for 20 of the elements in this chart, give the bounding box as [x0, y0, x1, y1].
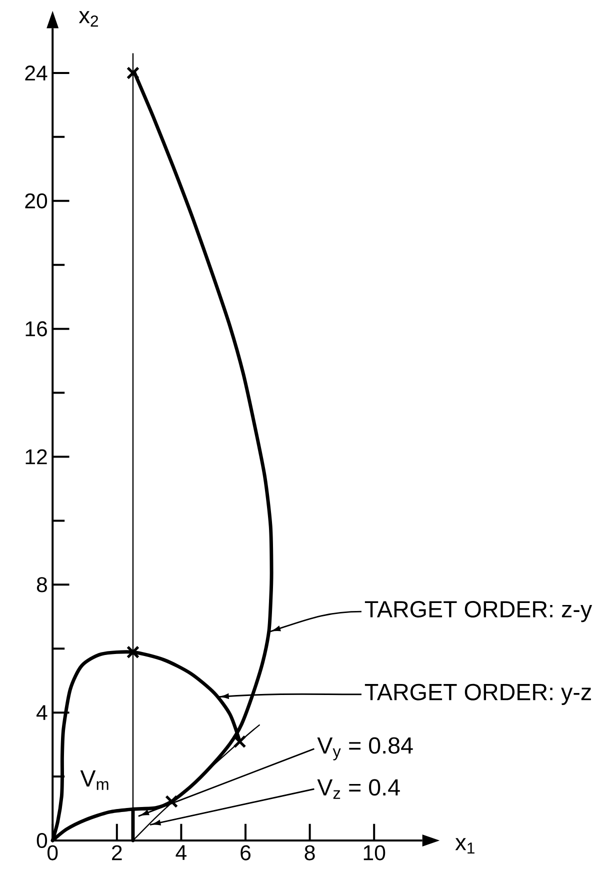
- y-tick-label: 8: [36, 577, 47, 592]
- x-axis-title: x$_{1}$: [455, 838, 474, 854]
- y-tick-label: 16: [26, 321, 47, 336]
- x-tick-label: 6: [240, 845, 250, 860]
- annotation: V$_{z}$ = 0.4: [317, 779, 400, 799]
- annotation: TARGET ORDER: z-y: [364, 600, 592, 622]
- y-tick-label: 0: [36, 832, 48, 848]
- y-axis-title: x$_{2}$: [78, 11, 98, 27]
- y-tick-label: 12: [26, 449, 47, 464]
- x-tick-label: 2: [112, 845, 122, 860]
- y-tick-label: 20: [25, 193, 48, 208]
- x-tick-label: 8: [304, 845, 315, 860]
- annotation: V$_{y}$ = 0.84: [317, 737, 413, 760]
- x-tick-label: 4: [176, 845, 186, 860]
- x-tick-label: 0: [48, 845, 58, 860]
- annotation: TARGET ORDER: y-z: [364, 684, 591, 705]
- y-tick-label: 24: [25, 66, 48, 80]
- annotation: V$_{m}$: [80, 770, 108, 790]
- x-tick-label: 10: [364, 845, 386, 860]
- y-tick-label: 4: [36, 705, 48, 720]
